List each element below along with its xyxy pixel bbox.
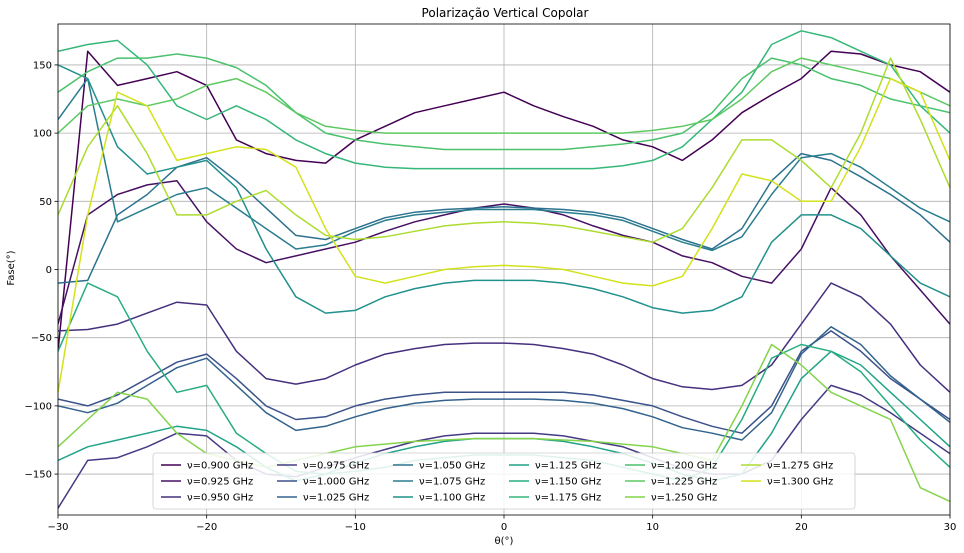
x-tick-label: 0 <box>501 522 507 533</box>
grid <box>57 24 951 515</box>
y-tick-label: 150 <box>33 60 52 71</box>
legend-label-12: ν=1.200 GHz <box>651 461 717 472</box>
y-tick-label: 50 <box>39 197 52 208</box>
y-axis-label: Fase(°) <box>6 250 17 285</box>
legend-label-0: ν=0.900 GHz <box>187 461 253 472</box>
y-tick-label: −150 <box>25 470 52 481</box>
series-line-13 <box>58 57 950 134</box>
series-line-8 <box>58 64 950 314</box>
series-line-12 <box>58 53 950 151</box>
legend-label-1: ν=0.925 GHz <box>187 477 253 488</box>
legend-label-15: ν=1.275 GHz <box>767 461 833 472</box>
legend-label-3: ν=0.975 GHz <box>303 461 369 472</box>
legend-box <box>152 452 856 510</box>
x-tick-label: −20 <box>196 522 217 533</box>
legend-label-2: ν=0.950 GHz <box>187 493 253 504</box>
series-line-16 <box>58 77 950 393</box>
series-line-15 <box>58 57 950 243</box>
legend: ν=0.900 GHz ν=0.925 GHz ν=0.950 GHz ν=0.975… <box>152 452 856 510</box>
chart-title: Polarização Vertical Copolar <box>422 6 589 20</box>
legend-label-7: ν=1.075 GHz <box>419 477 485 488</box>
series-line-2 <box>58 282 950 393</box>
legend-label-16: ν=1.300 GHz <box>767 477 833 488</box>
x-tick-label: 10 <box>646 522 659 533</box>
series-line-4 <box>58 330 950 434</box>
y-tick-label: 100 <box>33 129 52 140</box>
x-axis: −30 −20 −10 0 10 20 30 <box>47 515 956 533</box>
y-tick-label: −50 <box>31 333 52 344</box>
legend-label-11: ν=1.175 GHz <box>535 493 601 504</box>
series-line-11 <box>58 30 950 170</box>
legend-label-10: ν=1.150 GHz <box>535 477 601 488</box>
x-tick-label: 30 <box>944 522 957 533</box>
legend-label-6: ν=1.050 GHz <box>419 461 485 472</box>
legend-label-14: ν=1.250 GHz <box>651 493 717 504</box>
y-axis: −150 −100 −50 0 50 100 150 <box>25 60 58 481</box>
series-line-3 <box>58 384 950 509</box>
series-line-6 <box>58 152 950 284</box>
x-tick-label: 20 <box>795 522 808 533</box>
x-tick-label: −10 <box>345 522 366 533</box>
legend-label-13: ν=1.225 GHz <box>651 477 717 488</box>
series-line-1 <box>58 180 950 325</box>
x-tick-label: −30 <box>47 522 68 533</box>
y-tick-label: −100 <box>25 401 52 412</box>
legend-label-9: ν=1.125 GHz <box>535 461 601 472</box>
series-line-7 <box>58 77 950 252</box>
legend-label-5: ν=1.025 GHz <box>303 493 369 504</box>
legend-label-8: ν=1.100 GHz <box>419 493 485 504</box>
legend-label-4: ν=1.000 GHz <box>303 477 369 488</box>
x-axis-label: θ(°) <box>495 536 514 547</box>
series-line-5 <box>58 326 950 441</box>
y-tick-label: 0 <box>46 265 52 276</box>
